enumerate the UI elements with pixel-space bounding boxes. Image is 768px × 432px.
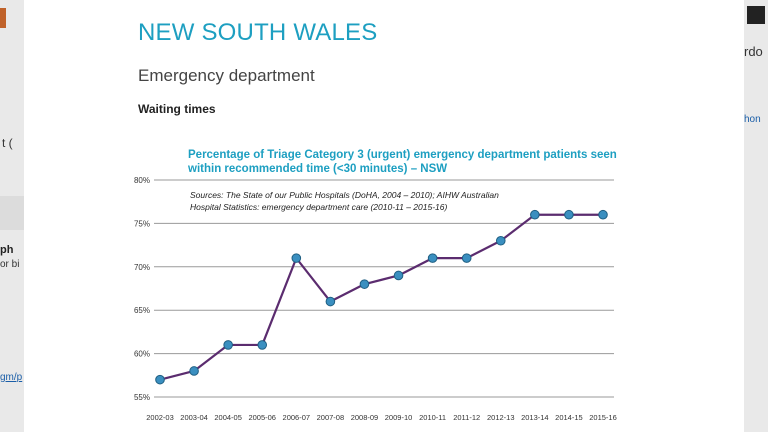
series-points (155, 209, 608, 385)
data-point (189, 366, 199, 376)
y-tick-label: 80% (134, 176, 150, 185)
y-axis: 55% 60% 65% 70% 75% 80% (134, 176, 150, 402)
x-tick-label: 2003-04 (180, 413, 208, 422)
x-tick-label: 2002-03 (146, 413, 174, 422)
x-tick-label: 2015-16 (589, 413, 617, 422)
chart-source-note: Hospital Statistics: emergency departmen… (190, 202, 448, 212)
state-title: NEW SOUTH WALES (138, 19, 378, 46)
series-line (159, 213, 603, 381)
y-tick-label: 65% (134, 306, 150, 315)
chart-title: within recommended time (<30 minutes) – … (187, 163, 447, 175)
chart-source-note: Sources: The State of our Public Hospita… (190, 190, 499, 200)
data-point (155, 374, 165, 385)
background-page-right: rdo hon (744, 0, 768, 432)
x-tick-label: 2008-09 (351, 413, 379, 422)
data-point (598, 209, 608, 220)
background-text: t ( (2, 136, 13, 150)
x-tick-label: 2013-14 (521, 413, 549, 422)
x-tick-label: 2012-13 (487, 413, 515, 422)
grid-lines (154, 179, 614, 398)
background-link[interactable]: gm/p (0, 372, 23, 383)
background-text: or bi (0, 259, 20, 270)
section-title: Emergency department (138, 66, 315, 85)
y-tick-label: 70% (134, 263, 150, 272)
data-point (530, 209, 540, 220)
data-point (393, 270, 404, 281)
data-point (495, 235, 506, 246)
chart-title: Percentage of Triage Category 3 (urgent)… (188, 149, 617, 161)
data-point (427, 253, 438, 263)
data-point (291, 253, 302, 263)
x-tick-label: 2006-07 (283, 413, 311, 422)
y-tick-label: 75% (134, 219, 150, 228)
sub-title: Waiting times (138, 102, 216, 116)
background-text: rdo (744, 44, 763, 59)
data-point (461, 253, 472, 263)
x-tick-label: 2010-11 (419, 413, 446, 422)
x-tick-label: 2004-05 (214, 413, 242, 422)
x-tick-label: 2005-06 (248, 413, 276, 422)
background-link[interactable]: hon (744, 114, 761, 125)
x-tick-label: 2011-12 (453, 413, 480, 422)
data-point (325, 296, 336, 307)
background-logo (0, 8, 6, 28)
data-point (359, 279, 370, 289)
x-tick-label: 2014-15 (555, 413, 583, 422)
series-line-path (159, 213, 603, 381)
background-panel (0, 196, 24, 230)
line-chart: Percentage of Triage Category 3 (urgent)… (134, 149, 617, 422)
x-tick-label: 2007-08 (317, 413, 345, 422)
x-tick-label: 2009-10 (385, 413, 413, 422)
data-point (564, 209, 574, 220)
document-page: NEW SOUTH WALES Emergency department Wai… (24, 0, 744, 432)
background-page-left: t ( ph or bi gm/p (0, 0, 24, 432)
y-tick-label: 60% (134, 350, 150, 359)
close-button[interactable] (747, 6, 765, 24)
data-point (257, 340, 268, 350)
y-tick-label: 55% (134, 393, 150, 402)
x-axis: 2002-03 2003-04 2004-05 2005-06 2006-07 2007-… (146, 413, 617, 422)
data-point (223, 340, 233, 350)
background-text: ph (0, 244, 14, 256)
